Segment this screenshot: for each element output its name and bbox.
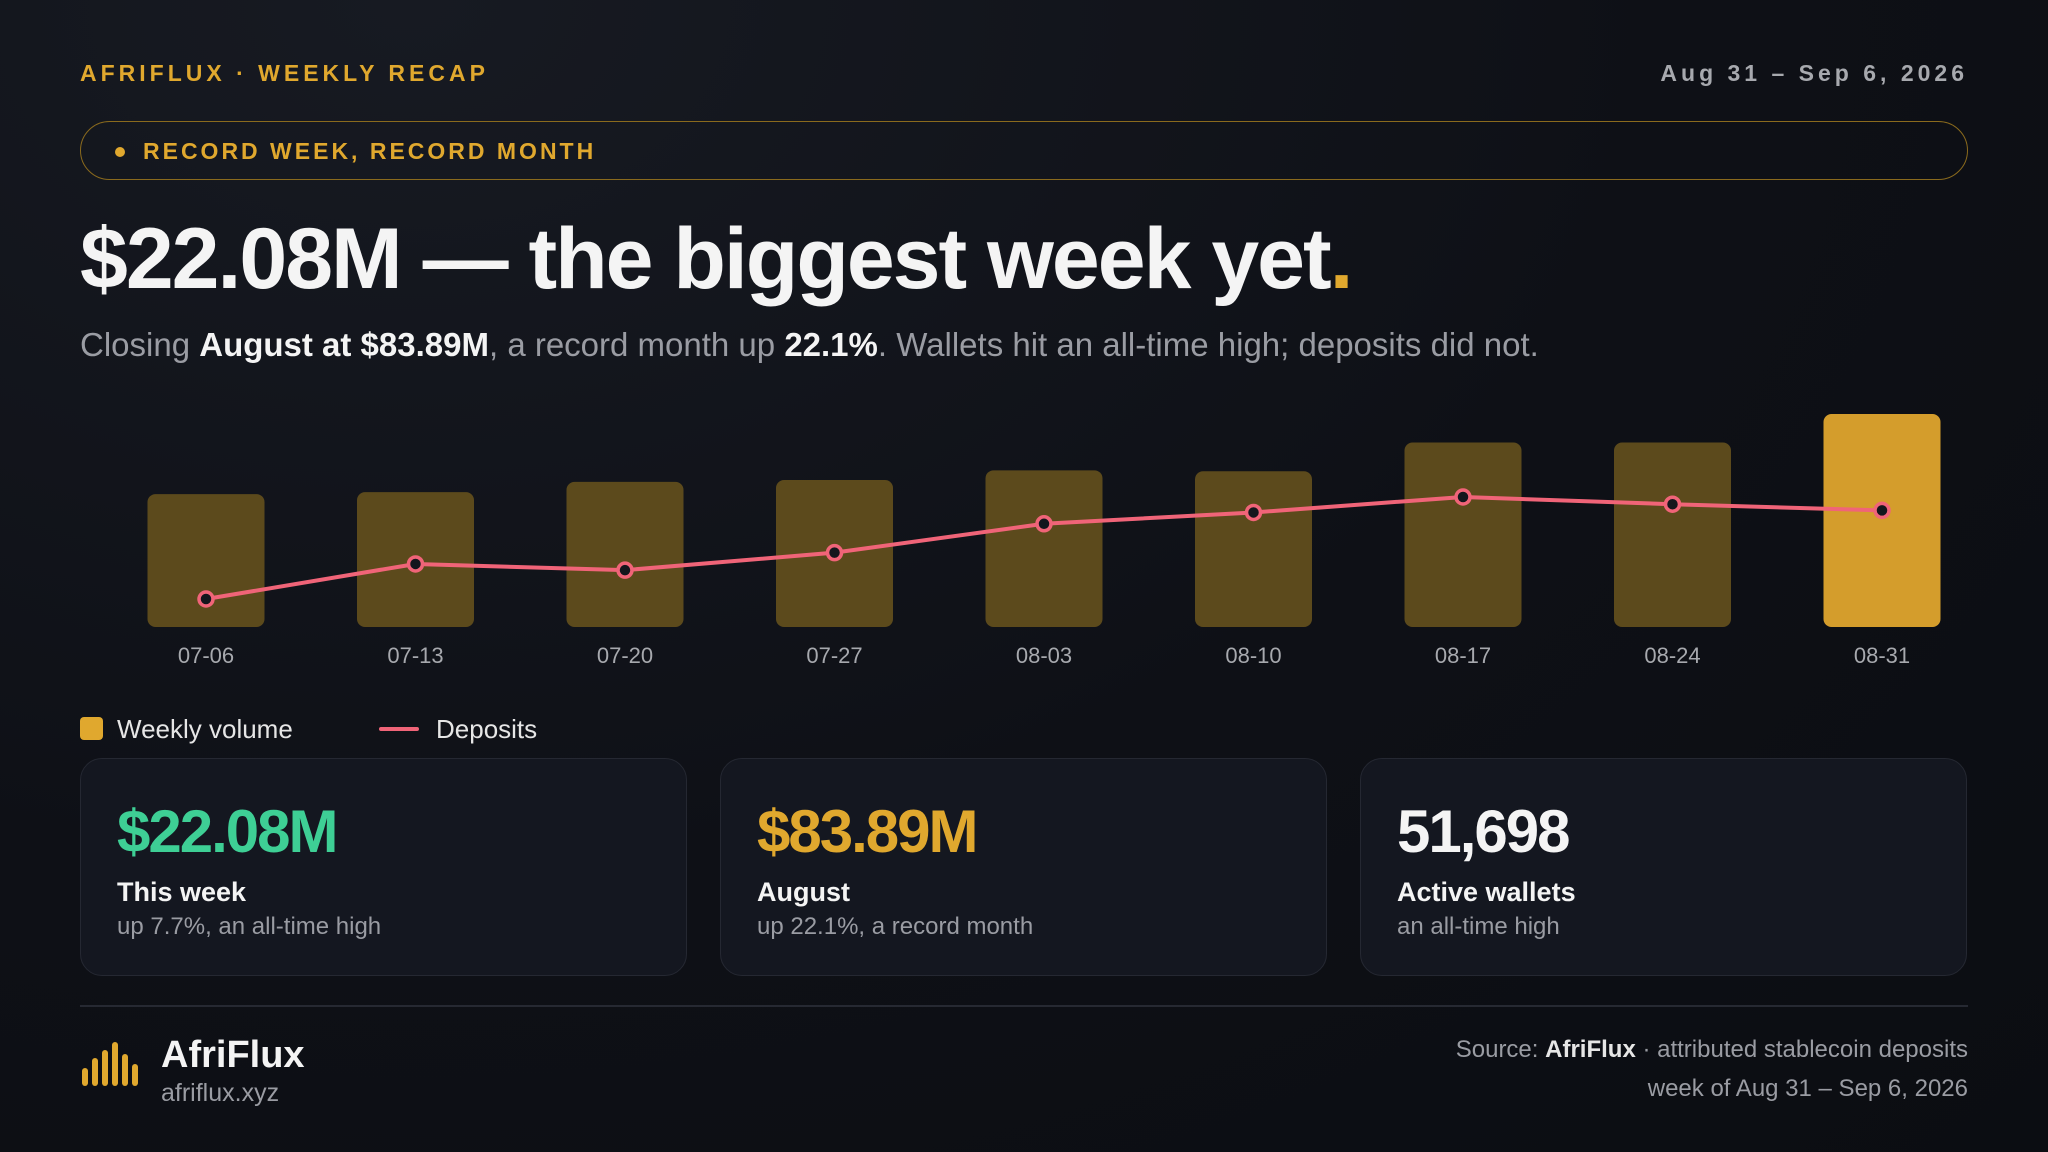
volume-bar	[1195, 471, 1312, 627]
x-tick-label: 08-31	[1854, 643, 1910, 668]
legend-item-deposits: Deposits	[379, 714, 537, 745]
volume-bar	[1823, 414, 1941, 627]
deposits-point	[1663, 495, 1682, 513]
bar-chart-logo-icon	[82, 1042, 138, 1086]
subline-growth: 22.1%	[784, 326, 878, 363]
footer-source: Source: AfriFlux · attributed stablecoin…	[1456, 1036, 1968, 1064]
recap-card: AFRIFLUX · WEEKLY RECAP Aug 31 – Sep 6, …	[80, 0, 1968, 1152]
stat-sub: up 22.1%, a record month	[757, 913, 1034, 940]
x-tick-label: 07-13	[387, 643, 443, 668]
volume-bar	[1404, 442, 1522, 627]
volume-deposits-chart: 07-06 07-13 07-20 07-27 08-03 08-10 08-17 08-24…	[147, 414, 1941, 668]
deposits-point	[406, 555, 425, 573]
brand-kicker: AFRIFLUX · WEEKLY RECAP	[80, 60, 489, 86]
x-tick-label: 08-24	[1644, 643, 1700, 668]
headline-text: $22.08M — the biggest week yet	[80, 211, 1332, 307]
volume-bar	[985, 470, 1103, 627]
footer-divider	[80, 1005, 1968, 1007]
footer-url[interactable]: afriflux.xyz	[161, 1079, 280, 1107]
legend-item-volume: Weekly volume	[80, 714, 293, 745]
legend-label-deposits: Deposits	[436, 714, 538, 744]
x-tick-label: 07-27	[806, 643, 862, 668]
top-bar: AFRIFLUX · WEEKLY RECAP Aug 31 – Sep 6, …	[80, 60, 1968, 90]
source-name: AfriFlux	[1545, 1036, 1636, 1063]
stat-value: $22.08M	[117, 798, 338, 865]
subline-part-2: , a record month up	[488, 326, 785, 363]
x-tick-label: 08-10	[1225, 643, 1281, 668]
stat-card-this-week: $22.08M This week up 7.7%, an all-time h…	[80, 758, 687, 976]
source-prefix: Source:	[1455, 1036, 1546, 1063]
stat-sub: an all-time high	[1397, 913, 1560, 940]
volume-bar	[1614, 442, 1731, 627]
x-tick-label: 08-17	[1435, 643, 1491, 668]
subline: Closing August at $83.89M, a record mont…	[80, 326, 1539, 364]
headline: $22.08M — the biggest week yet.	[80, 210, 1354, 309]
stat-label: August	[757, 877, 850, 907]
footer-brand: AfriFlux	[161, 1034, 305, 1076]
deposits-point	[1035, 515, 1053, 533]
deposits-point	[1873, 501, 1891, 520]
legend-line-deposits	[379, 727, 419, 731]
date-range: Aug 31 – Sep 6, 2026	[1660, 60, 1968, 86]
stat-card-active-wallets: 51,698 Active wallets an all-time high	[1360, 758, 1967, 976]
deposits-point	[197, 590, 215, 608]
stat-sub: up 7.7%, an all-time high	[117, 913, 382, 940]
x-tick-label: 07-20	[597, 643, 653, 668]
legend-swatch-volume	[80, 717, 103, 740]
banner-text: RECORD WEEK, RECORD MONTH	[143, 138, 597, 164]
subline-month-total: August at $83.89M	[199, 326, 489, 363]
volume-bar	[566, 481, 684, 627]
deposits-point	[616, 561, 634, 579]
stat-label: Active wallets	[1397, 877, 1576, 907]
deposits-point	[825, 543, 844, 562]
deposits-point	[1244, 503, 1263, 522]
stat-value: 51,698	[1397, 798, 1571, 865]
source-suffix: · attributed stablecoin deposits	[1635, 1036, 1968, 1063]
subline-part-1: Closing	[80, 326, 200, 363]
deposits-point	[1454, 488, 1472, 506]
footer-week: week of Aug 31 – Sep 6, 2026	[1647, 1075, 1968, 1102]
stat-value: $83.89M	[757, 798, 978, 865]
stat-card-august: $83.89M August up 22.1%, a record month	[720, 758, 1327, 976]
record-banner: RECORD WEEK, RECORD MONTH	[80, 121, 1968, 180]
banner-dot-icon	[115, 147, 125, 157]
x-tick-label: 08-03	[1016, 643, 1072, 668]
headline-period: .	[1329, 211, 1354, 307]
legend-label-volume: Weekly volume	[117, 714, 293, 744]
x-tick-label: 07-06	[178, 643, 234, 668]
stat-label: This week	[117, 877, 247, 907]
subline-part-3: . Wallets hit an all-time high; deposits…	[877, 326, 1539, 363]
